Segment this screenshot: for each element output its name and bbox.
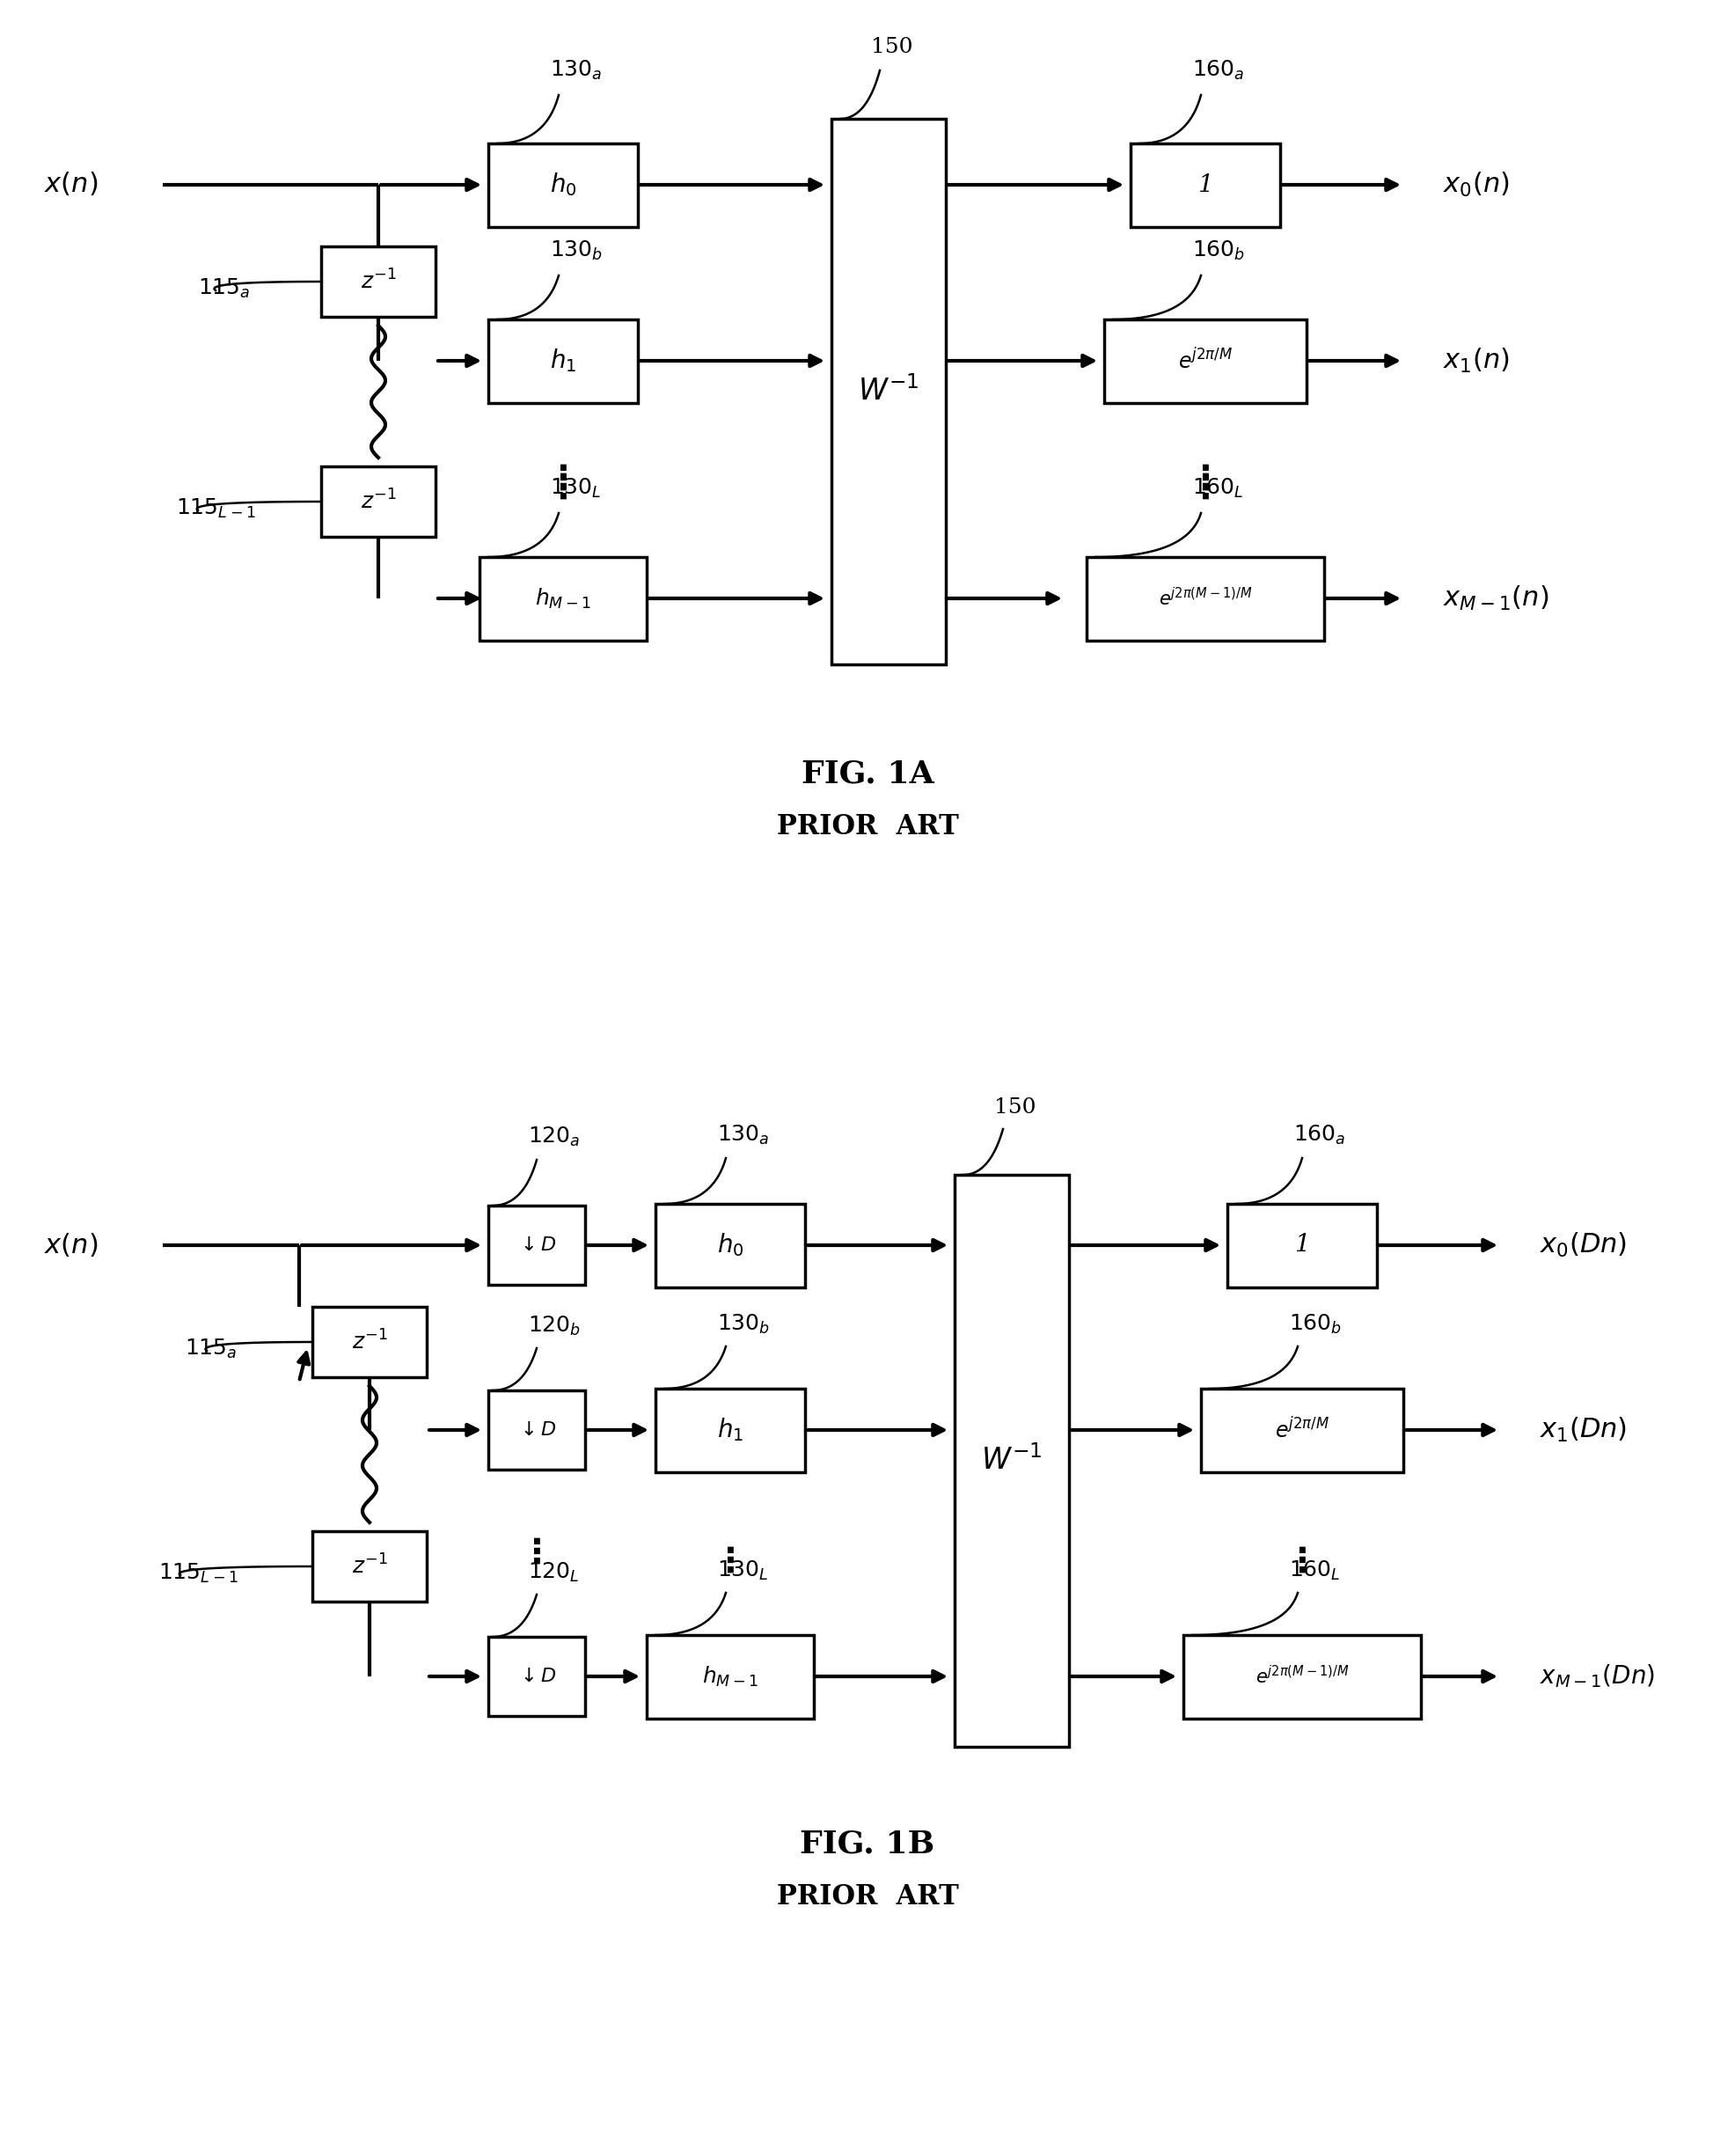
Text: $130_L$: $130_L$: [550, 476, 602, 500]
Bar: [656, 1203, 805, 1287]
Text: $e^{j2\pi/M}$: $e^{j2\pi/M}$: [1275, 1416, 1329, 1442]
Text: $\downarrow D$: $\downarrow D$: [517, 1667, 557, 1686]
Text: $z^{-1}$: $z^{-1}$: [352, 1554, 387, 1578]
Bar: [312, 1531, 427, 1602]
Text: $x_1(n)$: $x_1(n)$: [1444, 347, 1509, 375]
Text: $160_b$: $160_b$: [1289, 1313, 1341, 1337]
Text: $z^{-1}$: $z^{-1}$: [361, 270, 396, 293]
Text: ⋮: ⋮: [519, 1537, 553, 1570]
Text: PRIOR  ART: PRIOR ART: [777, 813, 958, 841]
Text: $x_0(Dn)$: $x_0(Dn)$: [1539, 1231, 1627, 1259]
Text: $115_{L-1}$: $115_{L-1}$: [175, 498, 255, 520]
Text: 1: 1: [1294, 1233, 1310, 1257]
Text: $x(n)$: $x(n)$: [43, 1231, 97, 1259]
Text: $e^{j2\pi(M-1)/M}$: $e^{j2\pi(M-1)/M}$: [1159, 586, 1253, 610]
Text: $z^{-1}$: $z^{-1}$: [361, 489, 396, 513]
Bar: [647, 1634, 814, 1718]
Text: $e^{j2\pi(M-1)/M}$: $e^{j2\pi(M-1)/M}$: [1256, 1664, 1348, 1688]
Text: $h_{M-1}$: $h_{M-1}$: [703, 1664, 758, 1688]
Bar: [1201, 1388, 1404, 1473]
Bar: [321, 466, 435, 537]
Bar: [1183, 1634, 1421, 1718]
Text: ⋮: ⋮: [1188, 464, 1223, 496]
Bar: [954, 1175, 1069, 1746]
Text: $160_L$: $160_L$: [1192, 476, 1244, 500]
Text: ⋮: ⋮: [547, 472, 579, 505]
Text: 150: 150: [871, 37, 913, 58]
Text: 150: 150: [994, 1097, 1036, 1117]
Bar: [488, 1205, 585, 1285]
Text: $x(n)$: $x(n)$: [43, 170, 97, 198]
Bar: [312, 1307, 427, 1378]
Bar: [488, 319, 638, 403]
Text: $160_a$: $160_a$: [1192, 58, 1244, 82]
Text: $h_{M-1}$: $h_{M-1}$: [534, 586, 592, 610]
Bar: [321, 246, 435, 317]
Bar: [656, 1388, 805, 1473]
Text: ⋮: ⋮: [1188, 472, 1223, 505]
Text: $h_0$: $h_0$: [717, 1231, 744, 1259]
Text: $h_1$: $h_1$: [550, 347, 576, 375]
Bar: [488, 1636, 585, 1716]
Text: PRIOR  ART: PRIOR ART: [777, 1882, 958, 1910]
Text: $h_1$: $h_1$: [717, 1416, 744, 1445]
Text: $x_0(n)$: $x_0(n)$: [1444, 170, 1509, 198]
Text: $130_b$: $130_b$: [550, 239, 602, 263]
Text: $z^{-1}$: $z^{-1}$: [352, 1330, 387, 1354]
Text: 1: 1: [1197, 172, 1213, 196]
Text: $130_a$: $130_a$: [717, 1123, 769, 1147]
Bar: [831, 119, 946, 664]
Bar: [488, 1391, 585, 1470]
Text: $120_L$: $120_L$: [527, 1561, 579, 1585]
Text: $115_{L-1}$: $115_{L-1}$: [158, 1561, 238, 1585]
Text: $\downarrow D$: $\downarrow D$: [517, 1421, 557, 1440]
Text: ⋮: ⋮: [713, 1546, 748, 1578]
Text: $\downarrow D$: $\downarrow D$: [517, 1235, 557, 1255]
Text: $e^{j2\pi/M}$: $e^{j2\pi/M}$: [1178, 349, 1232, 373]
Text: $130_L$: $130_L$: [717, 1559, 769, 1583]
Text: FIG. 1B: FIG. 1B: [800, 1828, 935, 1858]
Text: $130_b$: $130_b$: [717, 1313, 770, 1337]
Text: $160_b$: $160_b$: [1192, 239, 1246, 263]
Text: $160_L$: $160_L$: [1289, 1559, 1341, 1583]
Bar: [479, 556, 647, 640]
Text: $h_0$: $h_0$: [550, 170, 576, 198]
Bar: [1086, 556, 1324, 640]
Bar: [488, 142, 638, 226]
Text: $W^{-1}$: $W^{-1}$: [857, 377, 920, 407]
Text: $x_1(Dn)$: $x_1(Dn)$: [1539, 1416, 1627, 1445]
Text: $115_a$: $115_a$: [198, 278, 250, 300]
Text: $x_{M-1}(Dn)$: $x_{M-1}(Dn)$: [1539, 1662, 1655, 1690]
Text: ⋮: ⋮: [1286, 1546, 1319, 1578]
Text: ⋮: ⋮: [547, 464, 579, 496]
Text: $x_{M-1}(n)$: $x_{M-1}(n)$: [1444, 584, 1549, 612]
Text: $120_a$: $120_a$: [527, 1125, 579, 1149]
Text: $120_b$: $120_b$: [527, 1315, 581, 1337]
Text: $W^{-1}$: $W^{-1}$: [980, 1445, 1043, 1477]
Bar: [1131, 142, 1280, 226]
Bar: [1227, 1203, 1378, 1287]
Text: $115_a$: $115_a$: [184, 1337, 238, 1360]
Text: FIG. 1A: FIG. 1A: [802, 759, 933, 789]
Text: $160_a$: $160_a$: [1293, 1123, 1346, 1147]
Text: $130_a$: $130_a$: [550, 58, 602, 82]
Bar: [1103, 319, 1306, 403]
